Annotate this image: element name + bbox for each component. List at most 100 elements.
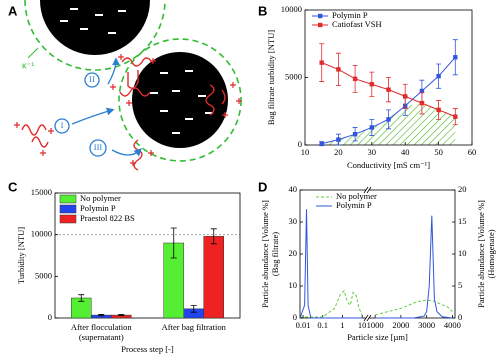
process-arrows (54, 57, 142, 157)
legend-label: Praestol 822 BS (80, 213, 135, 223)
panel-label: D (258, 179, 267, 194)
axis-break (363, 314, 369, 322)
marker (403, 94, 408, 99)
axis-break (366, 314, 372, 322)
legend-label: Catiofast VSH (332, 19, 382, 29)
steps: I II III (61, 74, 103, 152)
y2-tick-label: 10 (458, 248, 467, 258)
particle (40, 0, 150, 55)
y2-tick-label: 15 (458, 216, 467, 226)
diagram: A κ⁻¹ (8, 0, 243, 171)
y-label: Bag filtrate turbidity [NTU] (266, 30, 276, 125)
marker (352, 76, 358, 82)
marker (436, 107, 441, 113)
panel-label: C (8, 179, 18, 194)
legend-swatch (59, 204, 77, 214)
marker (352, 132, 358, 137)
y-tick-label: 0 (48, 312, 52, 322)
x-axis-label: Process step [-] (121, 344, 174, 354)
x-tick-label: 10 (301, 147, 310, 157)
y2-tick-label: 0 (458, 312, 462, 322)
x-tick-label: 0.01 (296, 320, 311, 330)
marker (453, 55, 458, 60)
y-label: Turbidity [NTU] (16, 227, 26, 284)
y-tick-label: 5000 (285, 71, 302, 81)
marker (419, 88, 425, 94)
charges (60, 8, 213, 134)
error-bar (170, 227, 177, 259)
legend-swatch (318, 22, 323, 28)
x-tick-label: 1 (340, 320, 344, 330)
x-tick-label: (supernatant) (79, 332, 124, 342)
step-label: III (94, 142, 103, 152)
x-tick-label: After flocculation (71, 322, 132, 332)
y-tick-label: 10000 (31, 229, 52, 239)
polymer-chains (21, 57, 226, 171)
error-bar (98, 314, 105, 317)
step-label: I (61, 120, 64, 130)
legend-label: Polymin P (336, 200, 372, 210)
x-tick-label: 1000 (367, 320, 384, 330)
y-label: (Bag filtrate) (270, 232, 280, 276)
plot-frame (54, 192, 241, 319)
legend-label: No polymer (80, 193, 121, 203)
panel-label: B (258, 3, 267, 18)
x-tick-label: 0.1 (317, 320, 328, 330)
marker (369, 125, 374, 130)
x-tick-label: 40 (401, 147, 410, 157)
series-line (300, 289, 453, 318)
marker (369, 82, 374, 87)
marker (436, 73, 441, 79)
y-tick-label: 15000 (31, 187, 52, 197)
x-tick-label: 50 (434, 147, 443, 157)
marker (319, 141, 324, 146)
y-tick-label: 20 (289, 248, 298, 258)
x-tick-label: 10 (358, 320, 367, 330)
x-axis-label: Conductivity [mS cm⁻¹] (347, 160, 430, 170)
legend-swatch (59, 214, 77, 224)
debye-arrow (27, 47, 39, 59)
axis-break (366, 188, 369, 192)
marker (336, 67, 341, 72)
y2-label: (Homogenate) (486, 229, 496, 278)
legend-swatch (59, 194, 77, 204)
x-tick-label: 60 (468, 147, 477, 157)
debye-label: κ⁻¹ (22, 60, 34, 70)
step-label: II (89, 74, 95, 84)
y-tick-label: 0 (293, 312, 297, 322)
y-tick-label: 5000 (35, 270, 52, 280)
axis-break (366, 316, 369, 320)
x-tick-label: 2000 (392, 320, 409, 330)
error-bar (190, 305, 197, 313)
y2-tick-label: 20 (458, 184, 467, 194)
y2-label: Particle abundance [Volume %] (476, 200, 486, 308)
marker (336, 137, 341, 142)
legend-label: Polymin P (80, 203, 116, 213)
y-tick-label: 30 (289, 216, 298, 226)
marker (386, 87, 391, 92)
x-tick-label: 30 (368, 147, 377, 157)
marker (453, 114, 458, 119)
y-tick-label: 10 (289, 280, 298, 290)
x-axis-label: Particle size [µm] (347, 332, 408, 342)
axis-break (363, 186, 369, 194)
debye-layer (24, 0, 166, 71)
marker (419, 100, 425, 106)
error-bar (210, 228, 217, 245)
y-tick-label: 10000 (281, 4, 302, 14)
x-tick-label: 3000 (418, 320, 435, 330)
x-tick-label: 20 (334, 147, 343, 157)
series-line (299, 209, 453, 319)
x-tick-label: After bag filtration (162, 322, 227, 332)
error-bar (118, 314, 125, 316)
legend-swatch (318, 13, 323, 19)
bar (203, 236, 224, 319)
x-tick-label: 4000 (444, 320, 461, 330)
plot-frame (299, 189, 456, 319)
axis-break (366, 186, 372, 194)
marker (386, 117, 391, 122)
legend-label: No polymer (336, 191, 377, 201)
error-bar (78, 294, 85, 302)
legend-label: Polymin P (332, 10, 368, 20)
